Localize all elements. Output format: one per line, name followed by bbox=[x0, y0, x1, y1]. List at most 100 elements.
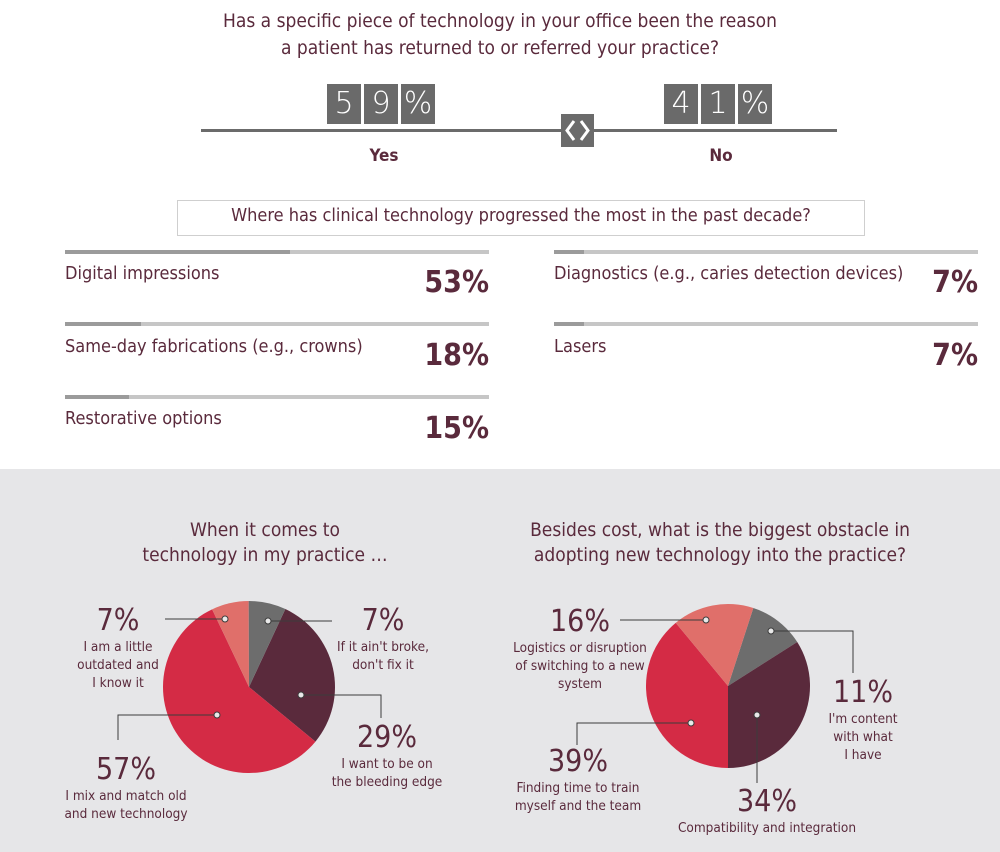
progress-label: Digital impressions bbox=[65, 263, 220, 284]
progress-label: Restorative options bbox=[65, 408, 222, 429]
pie1-label-bleeding-edge: 29% I want to be on the bleeding edge bbox=[322, 720, 452, 791]
question-line-2: a patient has returned to or referred yo… bbox=[280, 37, 720, 59]
pie-label-line: I know it bbox=[92, 675, 144, 691]
progress-label: Diagnostics (e.g., caries detection devi… bbox=[554, 263, 904, 284]
pie-label-line: system bbox=[558, 676, 602, 692]
pie-slice-compatibility bbox=[728, 642, 810, 768]
pie-leader-dots bbox=[213, 615, 775, 727]
leader-dot bbox=[767, 627, 775, 635]
diamond-arrows-icon bbox=[561, 114, 594, 147]
pie-label-line: I mix and match old bbox=[65, 788, 187, 804]
leader-line bbox=[301, 694, 382, 718]
pie-label-percent: 16% bbox=[550, 604, 610, 639]
pie2-chart bbox=[646, 604, 810, 768]
pie-label-line: Logistics or disruption bbox=[513, 640, 647, 656]
no-percent-counter: 4 1 % bbox=[664, 84, 772, 124]
pie-leader-lines bbox=[117, 618, 854, 783]
progress-bar-restorative bbox=[65, 395, 489, 399]
yes-label: Yes bbox=[369, 146, 399, 166]
pie-label-line: myself and the team bbox=[514, 798, 642, 814]
pie-label-line: with what bbox=[833, 729, 893, 745]
progress-percent: 18% bbox=[424, 338, 489, 373]
pie-label-percent: 11% bbox=[833, 675, 893, 710]
pie-label-line: I'm content bbox=[828, 711, 898, 727]
pie-label-percent: 34% bbox=[737, 784, 797, 819]
pie-label-line: I have bbox=[844, 747, 882, 763]
yes-line bbox=[201, 129, 563, 132]
pie-label-line: Finding time to train bbox=[516, 780, 640, 796]
yes-percent-counter: 5 9 % bbox=[327, 84, 435, 124]
pie-slice-logistics bbox=[675, 604, 754, 686]
pie-charts-panel bbox=[0, 469, 1000, 852]
pie-slice-dont-fix bbox=[248, 601, 286, 687]
leader-line bbox=[576, 722, 691, 745]
pie-label-percent: 29% bbox=[357, 720, 417, 755]
progress-percent: 7% bbox=[932, 265, 978, 300]
pie2-title-line-1: Besides cost, what is the biggest obstac… bbox=[530, 519, 910, 541]
pie-label-line: don't fix it bbox=[352, 657, 414, 673]
leader-dot bbox=[297, 691, 305, 699]
pie2-label-finding-time: 39% Finding time to train myself and the… bbox=[503, 744, 653, 815]
pie-slice-bleeding-edge bbox=[249, 609, 336, 742]
pie1-title-line-2: technology in my practice … bbox=[142, 544, 388, 566]
digit: 1 bbox=[701, 84, 735, 124]
digit: % bbox=[738, 84, 772, 124]
pie-label-line: of switching to a new bbox=[515, 658, 645, 674]
progress-fill bbox=[65, 395, 129, 399]
pie-label-percent: 57% bbox=[96, 752, 156, 787]
progress-percent: 53% bbox=[424, 265, 489, 300]
pie2-label-content: 11% I'm content with what I have bbox=[815, 675, 911, 764]
progress-fill bbox=[554, 322, 584, 326]
pie-slice-finding-time bbox=[646, 622, 728, 768]
progress-bar-same-day bbox=[65, 322, 489, 326]
pie1-label-mix-match: 57% I mix and match old and new technolo… bbox=[56, 752, 196, 823]
pie2-label-compatibility: 34% Compatibility and integration bbox=[672, 784, 862, 837]
progress-fill bbox=[65, 250, 290, 254]
leader-dot bbox=[264, 617, 272, 625]
digit: 5 bbox=[327, 84, 361, 124]
progress-label: Same-day fabrications (e.g., crowns) bbox=[65, 336, 363, 357]
digit: 4 bbox=[664, 84, 698, 124]
pie1-title-line-1: When it comes to bbox=[190, 519, 340, 541]
digit: 9 bbox=[364, 84, 398, 124]
pie-slice-content bbox=[728, 608, 798, 686]
no-label: No bbox=[709, 146, 733, 166]
pie-label-line: and new technology bbox=[64, 806, 188, 822]
leader-dot bbox=[753, 711, 761, 719]
pie1-chart bbox=[163, 601, 336, 773]
leader-line bbox=[117, 714, 217, 740]
progress-bar-lasers bbox=[554, 322, 978, 326]
leader-dot bbox=[213, 711, 221, 719]
progress-bar-diagnostics bbox=[554, 250, 978, 254]
pie-slice-outdated bbox=[212, 601, 249, 687]
pie-label-line: the bleeding edge bbox=[331, 774, 443, 790]
progress-percent: 15% bbox=[424, 411, 489, 446]
pie-label-percent: 39% bbox=[548, 744, 608, 779]
pie-label-line: I am a little bbox=[83, 639, 153, 655]
question-line-1: Has a specific piece of technology in yo… bbox=[223, 10, 777, 32]
digit: % bbox=[401, 84, 435, 124]
progress-label: Lasers bbox=[554, 336, 607, 357]
pie-label-line: I want to be on bbox=[341, 756, 433, 772]
progress-bar-digital-impressions bbox=[65, 250, 489, 254]
leader-line bbox=[771, 630, 854, 673]
progress-fill bbox=[554, 250, 584, 254]
progress-fill bbox=[65, 322, 142, 326]
pie1-label-dont-fix: 7% If it ain't broke, don't fix it bbox=[323, 603, 443, 674]
pie2-title-line-2: adopting new technology into the practic… bbox=[533, 544, 907, 566]
pie-label-percent: 7% bbox=[96, 603, 140, 638]
progress-question: Where has clinical technology progressed… bbox=[177, 200, 865, 236]
leader-dot bbox=[687, 719, 695, 727]
pie1-title: When it comes to technology in my practi… bbox=[100, 518, 430, 568]
pie-label-line: Compatibility and integration bbox=[677, 820, 857, 836]
pie-label-percent: 7% bbox=[361, 603, 405, 638]
pie-slice-mix-and-match bbox=[163, 609, 316, 773]
leader-dot bbox=[702, 616, 710, 624]
survey-question-referral: Has a specific piece of technology in yo… bbox=[0, 8, 1000, 62]
leader-dot bbox=[221, 615, 229, 623]
no-line bbox=[593, 129, 837, 132]
progress-percent: 7% bbox=[932, 338, 978, 373]
pie-label-line: outdated and bbox=[77, 657, 159, 673]
pie-label-line: If it ain't broke, bbox=[337, 639, 429, 655]
